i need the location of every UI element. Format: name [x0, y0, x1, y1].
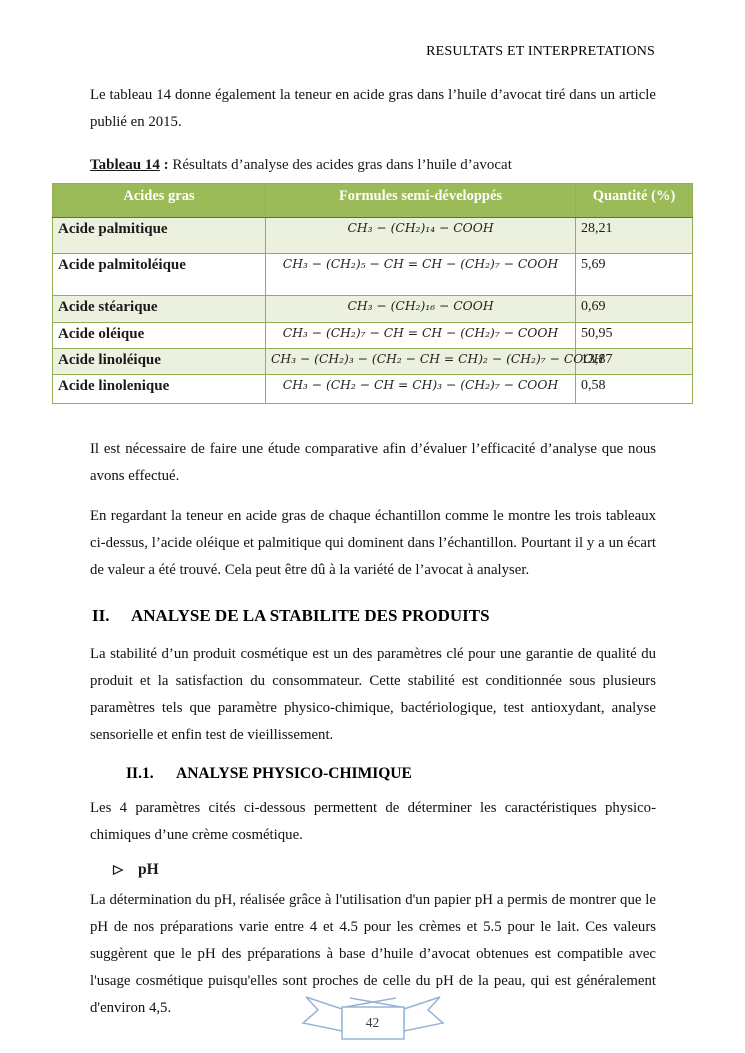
table-row: Acide stéarique CH₃ − (CH₂)₁₆ − COOH 0,6…: [52, 295, 693, 323]
ribbon-banner-icon: [300, 996, 445, 1040]
table-row: Acide palmitoléique CH₃ − (CH₂)₅ − CH = …: [52, 253, 693, 296]
intro-paragraph: Le tableau 14 donne également la teneur …: [90, 87, 656, 130]
subsection-heading: II.1. ANALYSE PHYSICO-CHIMIQUE: [126, 763, 656, 785]
quantity-cell: 50,95: [575, 322, 693, 349]
column-header-quantite: Quantité (%): [575, 183, 693, 218]
page-number: 42: [365, 1015, 380, 1030]
quantity-cell: 13,87: [575, 348, 693, 375]
acid-name-cell: Acide oléique: [52, 322, 266, 349]
formula-cell: CH₃ − (CH₂)₃ − (CH₂ − CH = CH)₂ − (CH₂)₇…: [265, 348, 604, 375]
page-number-ribbon: 42: [298, 992, 448, 1042]
table-row: Acide oléique CH₃ − (CH₂)₇ − CH = CH − (…: [52, 322, 693, 349]
acid-name-cell: Acide stéarique: [52, 295, 266, 323]
acid-name-cell: Acide palmitique: [52, 217, 266, 254]
section-number: II.: [92, 606, 110, 625]
acid-name-cell: Acide linoléique: [52, 348, 266, 375]
ph-paragraph: La détermination du pH, réalisée grâce à…: [90, 892, 656, 1016]
subsection-number: II.1.: [126, 765, 154, 782]
quantity-cell: 28,21: [575, 217, 693, 254]
ph-bullet-item: pH: [112, 859, 656, 881]
column-header-acides-gras: Acides gras: [52, 183, 266, 218]
running-header: RESULTATS ET INTERPRETATIONS: [426, 44, 655, 59]
acid-name-cell: Acide linolenique: [52, 374, 266, 404]
page-content: Le tableau 14 donne également la teneur …: [52, 87, 693, 1016]
formula-cell: CH₃ − (CH₂)₅ − CH = CH − (CH₂)₇ − COOH: [265, 253, 576, 296]
subsection-title: ANALYSE PHYSICO-CHIMIQUE: [176, 765, 412, 782]
table-row: Acide linolenique CH₃ − (CH₂ − CH = CH)₃…: [52, 374, 693, 404]
table-caption-label: Tableau 14: [90, 157, 160, 173]
table-row: Acide palmitique CH₃ − (CH₂)₁₄ − COOH 28…: [52, 217, 693, 254]
section-title: ANALYSE DE LA STABILITE DES PRODUITS: [131, 606, 490, 625]
stability-paragraph: La stabilité d’un produit cosmétique est…: [90, 646, 656, 743]
column-header-formules: Formules semi-développés: [265, 183, 576, 218]
quantity-cell: 5,69: [575, 253, 693, 296]
quantity-cell: 0,69: [575, 295, 693, 323]
acid-name-cell: Acide palmitoléique: [52, 253, 266, 296]
formula-cell: CH₃ − (CH₂)₇ − CH = CH − (CH₂)₇ − COOH: [265, 322, 576, 349]
formula-cell: CH₃ − (CH₂)₁₄ − COOH: [265, 217, 576, 254]
discussion-paragraph-2: En regardant la teneur en acide gras de …: [90, 508, 656, 578]
formula-cell: CH₃ − (CH₂ − CH = CH)₃ − (CH₂)₇ − COOH: [265, 374, 576, 404]
fatty-acids-table: Acides gras Formules semi-développés Qua…: [52, 183, 693, 404]
arrowhead-right-icon: [112, 864, 124, 876]
discussion-paragraph-1: Il est nécessaire de faire une étude com…: [90, 441, 656, 484]
table-caption-separator: :: [159, 157, 169, 173]
table-header-row: Acides gras Formules semi-développés Qua…: [52, 183, 693, 218]
table-row: Acide linoléique CH₃ − (CH₂)₃ − (CH₂ − C…: [52, 348, 693, 375]
ph-bullet-label: pH: [138, 861, 159, 878]
page-footer: 42: [0, 992, 745, 1042]
section-heading: II. ANALYSE DE LA STABILITE DES PRODUITS: [92, 604, 656, 628]
quantity-cell: 0,58: [575, 374, 693, 404]
parameters-paragraph: Les 4 paramètres cités ci-dessous permet…: [90, 800, 656, 843]
table-caption-text: Résultats d’analyse des acides gras dans…: [168, 157, 512, 173]
table-caption: Tableau 14 : Résultats d’analyse des aci…: [90, 152, 656, 179]
formula-cell: CH₃ − (CH₂)₁₆ − COOH: [265, 295, 576, 323]
